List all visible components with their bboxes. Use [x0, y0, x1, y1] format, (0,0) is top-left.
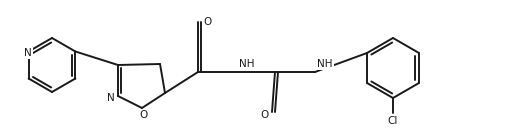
Text: O: O	[261, 110, 269, 120]
Text: O: O	[204, 17, 212, 27]
Text: Cl: Cl	[387, 116, 398, 126]
Text: NH: NH	[317, 59, 332, 69]
Text: NH: NH	[239, 59, 254, 69]
Text: N: N	[24, 47, 32, 58]
Text: N: N	[107, 93, 115, 103]
Text: O: O	[139, 110, 148, 120]
